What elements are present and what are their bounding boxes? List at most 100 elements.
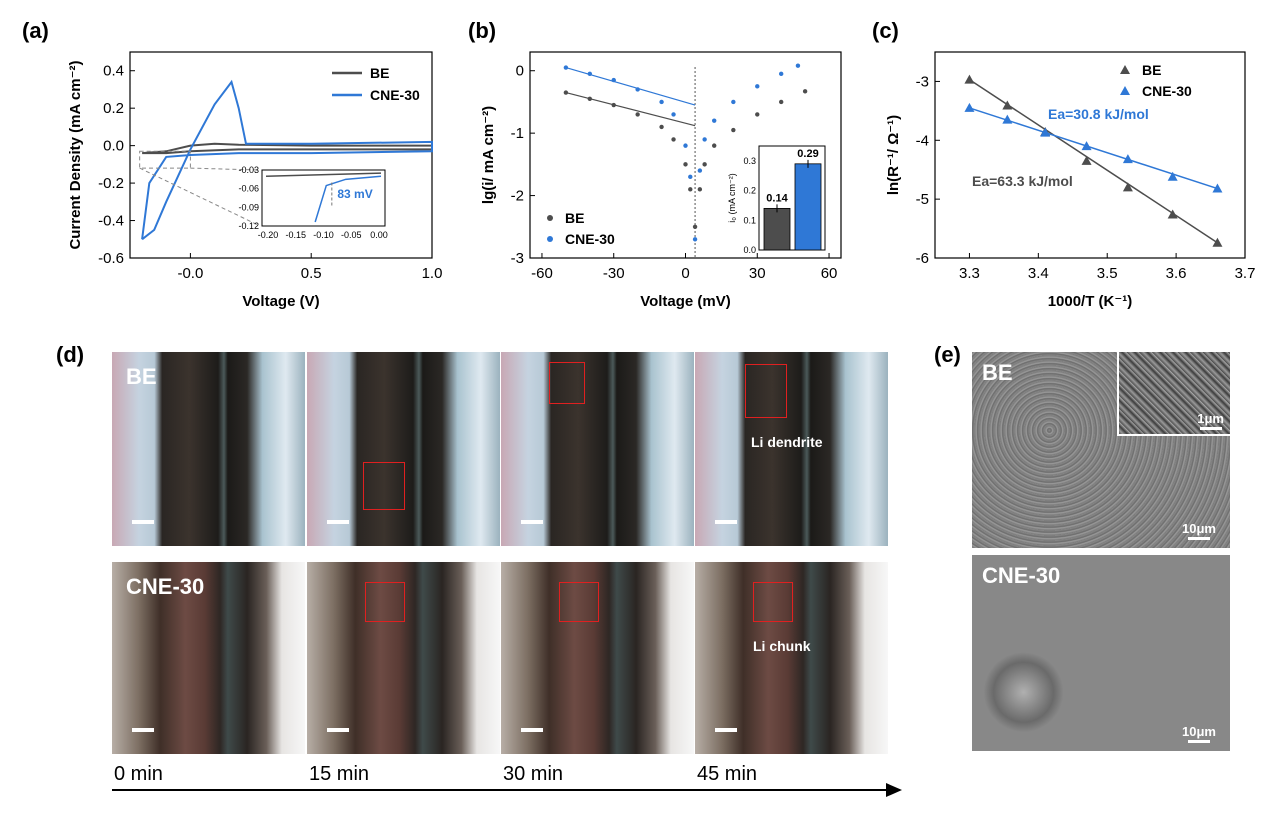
data-point-cne-30 xyxy=(1040,127,1051,137)
x-tick-label: 0 xyxy=(681,265,689,282)
data-point-cne-30 xyxy=(712,118,717,123)
panel-label-a: (a) xyxy=(22,18,49,43)
data-point-be xyxy=(1167,209,1178,219)
data-point-cne-30 xyxy=(697,168,703,173)
inset-series-cne xyxy=(314,175,382,223)
data-point-cne-30 xyxy=(795,63,801,68)
inset-x-tick-label: -0.15 xyxy=(285,230,306,240)
zoom-box xyxy=(139,150,191,169)
photo-be-30 xyxy=(501,352,694,546)
data-point-cne-30 xyxy=(688,174,693,180)
data-point-cne-30 xyxy=(683,143,688,148)
legend-marker xyxy=(1120,65,1130,74)
inset-bar-cne-30 xyxy=(794,163,822,251)
highlight-box xyxy=(753,582,793,622)
inset-y-axis-label: i₀ (mA cm⁻²) xyxy=(727,173,737,222)
photo-cne-45: Li chunk xyxy=(695,562,888,754)
legend-label: BE xyxy=(565,210,584,226)
legend-label: CNE-30 xyxy=(565,231,615,247)
scale-bar xyxy=(521,728,543,732)
x-tick-label: 60 xyxy=(821,265,838,282)
highlight-box xyxy=(549,362,585,404)
x-tick-label: 3.5 xyxy=(1097,265,1118,282)
data-point-cne-30 xyxy=(1167,171,1178,181)
y-tick-label: -0.2 xyxy=(98,175,124,192)
time-arrow xyxy=(112,783,902,797)
legend-label: CNE-30 xyxy=(370,87,420,103)
highlight-box xyxy=(363,462,405,510)
legend-marker xyxy=(547,236,553,242)
photo-cne-15 xyxy=(307,562,500,754)
y-axis-label: ln(R⁻¹/ Ω⁻¹) xyxy=(885,115,902,195)
highlight-box xyxy=(745,364,787,418)
data-point-cne-30 xyxy=(1081,141,1092,151)
chart-a: -0.0 0.5 1.0 0.4 0.2 0.0 -0.2 -0.4 -0.6 Voltage (… xyxy=(67,51,442,310)
y-tick-label: -6 xyxy=(916,250,929,267)
data-point-be xyxy=(1212,237,1223,247)
time-label-30: 30 min xyxy=(503,763,564,785)
x-axis-label: 1000/T (K⁻¹) xyxy=(1048,293,1133,310)
scale-bar xyxy=(132,728,154,732)
x-tick-label: -60 xyxy=(531,265,553,282)
y-tick-label: 0.4 xyxy=(103,63,124,80)
note-li-chunk: Li chunk xyxy=(753,638,811,654)
y-tick-label: -0.4 xyxy=(98,213,124,230)
data-point-be xyxy=(1002,100,1013,110)
sem-be: BE 1μm 10μm xyxy=(972,352,1230,548)
panel-label-c: (c) xyxy=(872,18,899,43)
legend-label: BE xyxy=(370,65,389,81)
zoom-connector xyxy=(190,167,259,171)
data-point-cne-30 xyxy=(1002,114,1013,124)
time-label-45: 45 min xyxy=(697,763,758,785)
fit-annotation: Ea=30.8 kJ/mol xyxy=(1048,106,1149,122)
data-point-cne-30 xyxy=(731,99,736,105)
photo-row-label-cne: CNE-30 xyxy=(126,574,205,599)
data-point-be xyxy=(635,112,640,117)
inset-frame xyxy=(261,169,386,227)
data-point-cne-30 xyxy=(702,137,707,142)
x-tick-label: -0.0 xyxy=(177,265,203,282)
inset-x-tick-label: -0.20 xyxy=(258,230,279,240)
time-label-15: 15 min xyxy=(309,763,370,785)
sem-label-be: BE xyxy=(982,360,1013,385)
data-point-cne-30 xyxy=(1122,154,1133,164)
y-tick-label: 0.2 xyxy=(103,100,124,117)
sem-inset-scale: 1μm xyxy=(1197,411,1224,430)
x-tick-label: 3.7 xyxy=(1235,265,1256,282)
x-axis-label: Voltage (mV) xyxy=(640,293,731,310)
fit-annotation: Ea=63.3 kJ/mol xyxy=(972,173,1073,189)
inset-y-tick-label: -0.03 xyxy=(238,165,259,175)
photo-cne-30 xyxy=(501,562,694,754)
y-tick-label: -3 xyxy=(511,250,524,267)
x-axis-label: Voltage (V) xyxy=(242,293,319,310)
data-point-cne-30 xyxy=(1212,183,1223,193)
data-point-be xyxy=(778,99,784,105)
note-li-dendrite: Li dendrite xyxy=(751,434,823,450)
legend-marker xyxy=(1120,86,1130,95)
legend-label: BE xyxy=(1142,62,1161,78)
data-point-cne-30 xyxy=(692,237,698,242)
inset-y-tick-label: -0.09 xyxy=(238,202,259,212)
plot-frame xyxy=(934,51,1246,259)
inset-x-tick-label: -0.05 xyxy=(341,230,362,240)
y-axis-label: lg(i/ mA cm⁻²) xyxy=(480,106,497,204)
y-tick-label: -2 xyxy=(511,188,524,205)
data-point-be xyxy=(692,224,698,229)
panel-label-e: (e) xyxy=(934,342,961,367)
inset-bar-be xyxy=(763,207,791,251)
data-point-be xyxy=(802,89,808,94)
data-point-be xyxy=(702,162,707,167)
y-tick-label: -4 xyxy=(916,132,929,149)
scale-bar xyxy=(715,728,737,732)
inset-y-tick-label: -0.06 xyxy=(238,184,259,194)
inset-y-tick-label: 0.0 xyxy=(743,245,756,255)
scale-bar xyxy=(327,520,349,524)
fit-line xyxy=(565,91,696,127)
x-tick-label: 0.5 xyxy=(301,265,322,282)
scale-bar xyxy=(327,728,349,732)
inset-y-tick-label: 0.2 xyxy=(743,186,756,196)
legend-marker xyxy=(547,215,553,221)
highlight-box xyxy=(365,582,405,622)
data-point-be xyxy=(964,74,975,84)
y-tick-label: -1 xyxy=(511,125,524,142)
